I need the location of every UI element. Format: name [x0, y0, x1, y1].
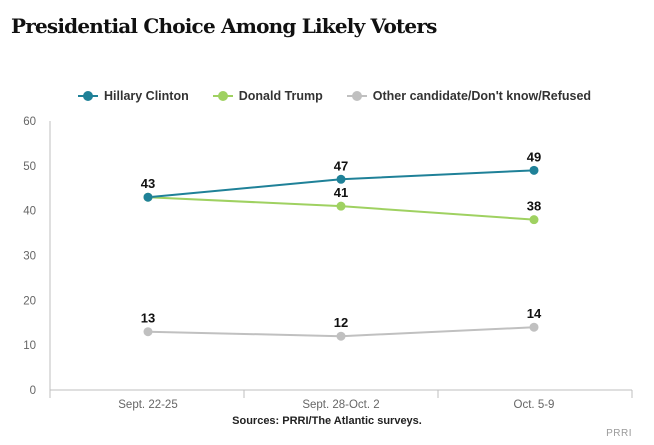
data-label-other: 12 [334, 315, 348, 330]
legend-label-trump: Donald Trump [238, 89, 323, 103]
y-tick-label: 60 [23, 116, 36, 128]
credit-logo: PRRI [606, 428, 632, 439]
data-label-other: 14 [527, 306, 542, 321]
data-point-other [529, 322, 539, 332]
data-label-trump: 38 [527, 199, 541, 214]
data-point-trump [529, 215, 539, 225]
data-point-other [143, 327, 153, 337]
legend-item-other[interactable]: Other candidate/Don't know/Refused [346, 89, 592, 103]
data-label-clinton: 43 [141, 176, 155, 191]
legend-label-other: Other candidate/Don't know/Refused [372, 89, 592, 103]
data-point-other [336, 331, 346, 341]
data-label-clinton: 49 [527, 149, 541, 164]
legend-swatch-trump [212, 90, 233, 102]
legend-swatch-clinton [78, 90, 98, 102]
legend-item-clinton[interactable]: Hillary Clinton [78, 89, 189, 103]
x-tick-label: Oct. 5-9 [514, 399, 555, 411]
y-tick-label: 40 [23, 206, 36, 218]
legend: Hillary Clinton Donald Trump Other candi… [78, 88, 615, 104]
y-tick-label: 10 [23, 340, 36, 352]
y-tick-label: 50 [23, 161, 36, 173]
legend-swatch-other [346, 90, 367, 102]
chart-title: Presidential Choice Among Likely Voters [11, 14, 437, 38]
data-label-trump: 41 [334, 185, 348, 200]
legend-label-clinton: Hillary Clinton [104, 89, 189, 103]
data-label-other: 13 [141, 311, 155, 326]
y-tick-label: 0 [30, 385, 36, 397]
x-tick-label: Sept. 28-Oct. 2 [302, 399, 379, 411]
source-note: Sources: PRRI/The Atlantic surveys. [232, 415, 422, 427]
y-tick-label: 30 [23, 251, 36, 263]
data-point-clinton [529, 165, 539, 175]
data-point-clinton [336, 174, 346, 184]
legend-item-trump[interactable]: Donald Trump [212, 89, 323, 103]
data-label-clinton: 47 [334, 158, 348, 173]
y-tick-label: 20 [23, 295, 36, 307]
data-point-trump [336, 201, 346, 211]
data-point-clinton [143, 192, 153, 202]
x-tick-label: Sept. 22-25 [118, 399, 177, 411]
